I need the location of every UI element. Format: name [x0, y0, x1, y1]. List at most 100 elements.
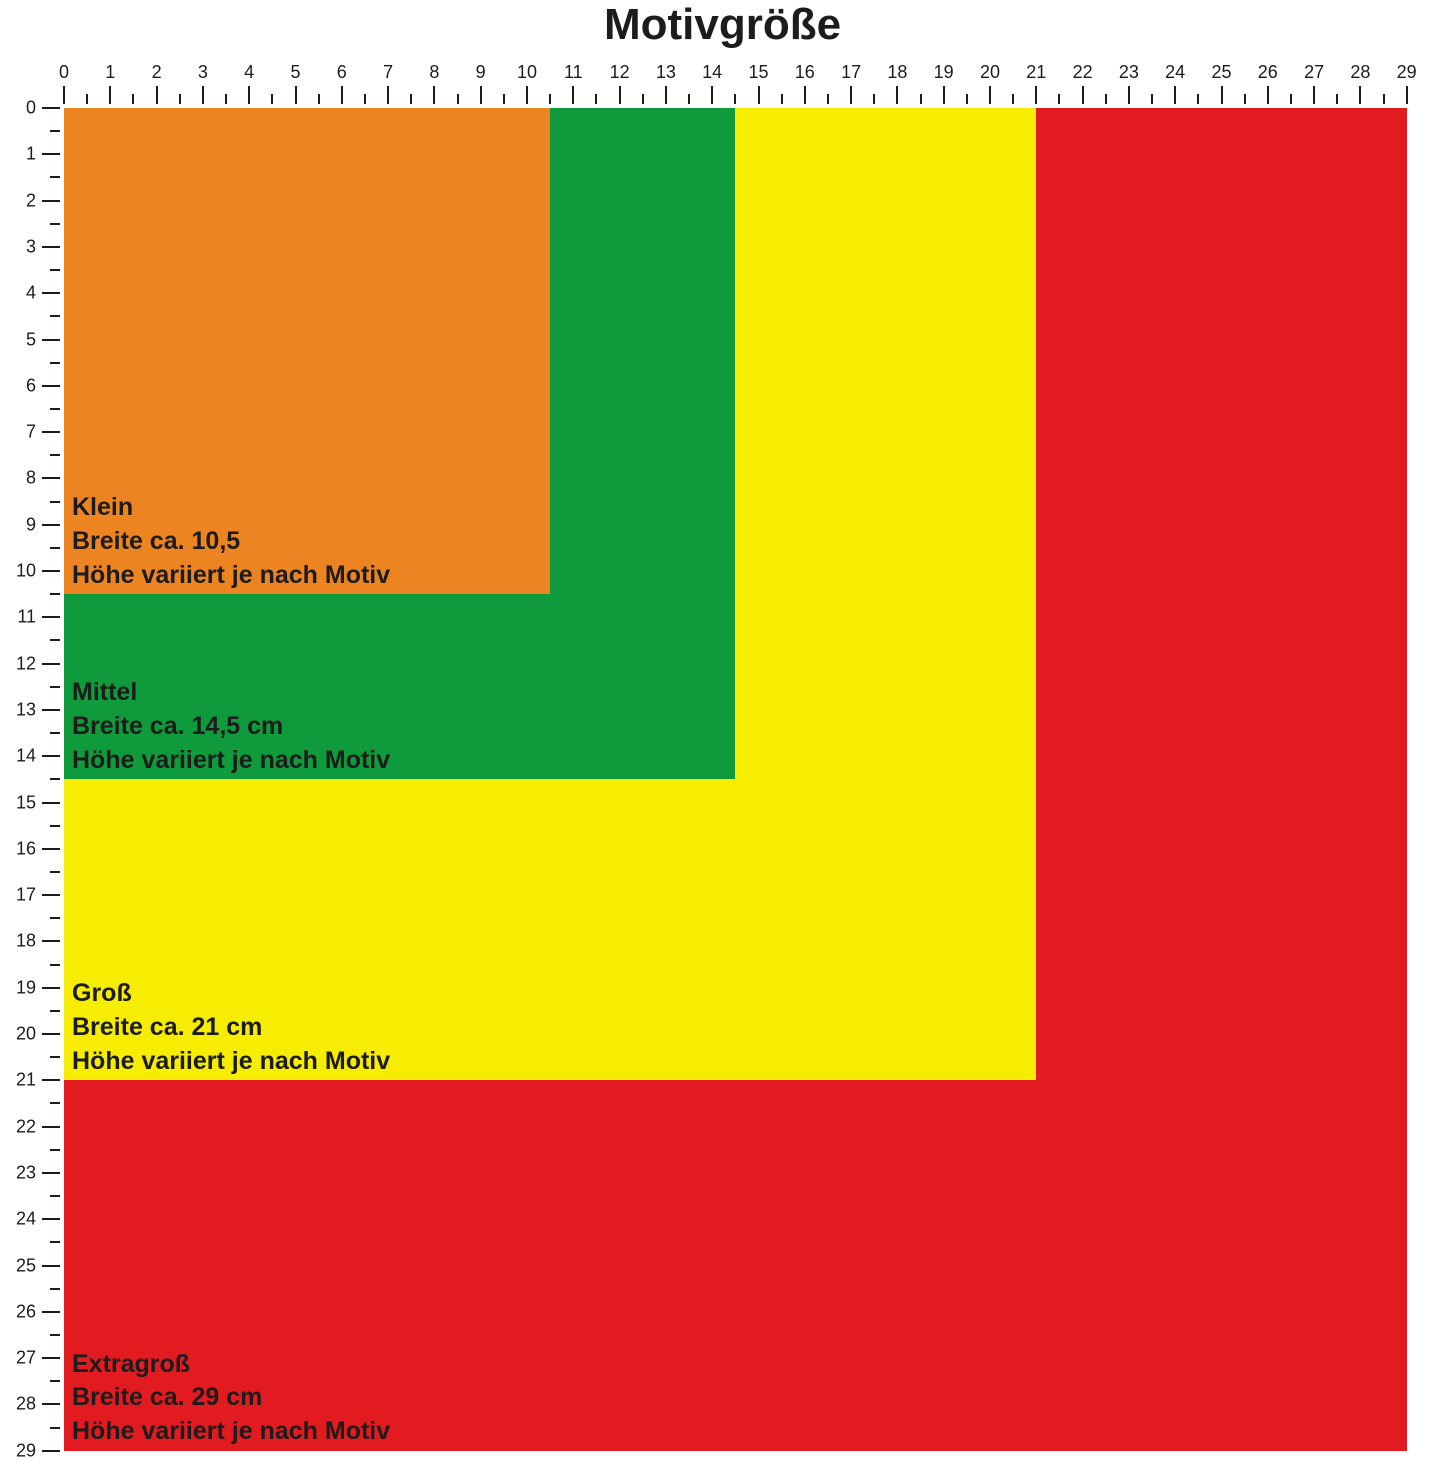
ruler-top-number: 1	[105, 62, 115, 83]
ruler-top-tick-major	[1313, 86, 1315, 104]
ruler-top-number: 13	[656, 62, 676, 83]
ruler-top-number: 25	[1211, 62, 1231, 83]
ruler-top-tick-minor	[1383, 94, 1385, 104]
ruler-top-tick-minor	[595, 94, 597, 104]
ruler-left-tick-major	[42, 292, 60, 294]
diagram-title: Motivgröße	[0, 0, 1445, 50]
size-label-height: Höhe variiert je nach Motiv	[72, 559, 546, 593]
ruler-top-tick-major	[1128, 86, 1130, 104]
ruler-top-number: 27	[1304, 62, 1324, 83]
ruler-top-tick-major	[758, 86, 760, 104]
ruler-left-tick-minor	[50, 315, 60, 317]
ruler-top-number: 24	[1165, 62, 1185, 83]
ruler-top-number: 14	[702, 62, 722, 83]
ruler-left-number: 14	[8, 746, 36, 767]
ruler-left-tick-minor	[50, 1380, 60, 1382]
ruler-top-number: 7	[383, 62, 393, 83]
ruler-top-tick-major	[1406, 86, 1408, 104]
ruler-top-tick-minor	[318, 94, 320, 104]
ruler-left-tick-major	[42, 802, 60, 804]
ruler-top-tick-major	[804, 86, 806, 104]
ruler-left-number: 16	[8, 838, 36, 859]
ruler-top-tick-minor	[688, 94, 690, 104]
ruler-left-tick-minor	[50, 964, 60, 966]
ruler-left-tick-major	[42, 894, 60, 896]
ruler-left-tick-minor	[50, 1241, 60, 1243]
ruler-top-tick-minor	[1058, 94, 1060, 104]
ruler-left-tick-minor	[50, 362, 60, 364]
ruler-top-tick-minor	[734, 94, 736, 104]
ruler-top-tick-minor	[271, 94, 273, 104]
ruler-left-number: 17	[8, 885, 36, 906]
plot-area: ExtragroßBreite ca. 29 cmHöhe variiert j…	[64, 108, 1407, 1451]
ruler-left-tick-minor	[50, 1334, 60, 1336]
ruler-top-tick-minor	[364, 94, 366, 104]
ruler-top-tick-minor	[1336, 94, 1338, 104]
ruler-left-tick-major	[42, 1403, 60, 1405]
ruler-left-number: 21	[8, 1070, 36, 1091]
ruler-left-tick-minor	[50, 408, 60, 410]
ruler-left-number: 25	[8, 1255, 36, 1276]
size-label-mittel: MittelBreite ca. 14,5 cmHöhe variiert je…	[72, 676, 731, 777]
ruler-left-number: 23	[8, 1162, 36, 1183]
size-label-height: Höhe variiert je nach Motiv	[72, 744, 731, 778]
ruler-left-tick-major	[42, 339, 60, 341]
ruler-top-tick-minor	[132, 94, 134, 104]
ruler-left-tick-minor	[50, 1288, 60, 1290]
ruler-top-tick-major	[63, 86, 65, 104]
size-label-gross: GroßBreite ca. 21 cmHöhe variiert je nac…	[72, 977, 1032, 1078]
size-label-width: Breite ca. 29 cm	[72, 1381, 1403, 1415]
ruler-top-tick-minor	[503, 94, 505, 104]
ruler-top-number: 21	[1026, 62, 1046, 83]
ruler-top-tick-major	[850, 86, 852, 104]
ruler-left-number: 7	[8, 422, 36, 443]
ruler-top-number: 18	[887, 62, 907, 83]
ruler-left-number: 28	[8, 1394, 36, 1415]
ruler-left-tick-minor	[50, 639, 60, 641]
ruler-top-number: 15	[748, 62, 768, 83]
ruler-left-number: 19	[8, 977, 36, 998]
ruler-left-number: 8	[8, 468, 36, 489]
ruler-top-number: 28	[1350, 62, 1370, 83]
ruler-top-tick-major	[526, 86, 528, 104]
ruler-top-tick-major	[1174, 86, 1176, 104]
ruler-left-tick-major	[42, 431, 60, 433]
size-label-width: Breite ca. 10,5	[72, 525, 546, 559]
ruler-left-tick-minor	[50, 871, 60, 873]
ruler-left-number: 6	[8, 375, 36, 396]
size-box-klein: KleinBreite ca. 10,5Höhe variiert je nac…	[64, 108, 550, 594]
ruler-top-number: 20	[980, 62, 1000, 83]
ruler-top-tick-minor	[1244, 94, 1246, 104]
ruler-left-tick-major	[42, 848, 60, 850]
ruler-left-number: 12	[8, 653, 36, 674]
ruler-left-number: 4	[8, 283, 36, 304]
ruler-left-tick-minor	[50, 778, 60, 780]
ruler-left-tick-minor	[50, 1427, 60, 1429]
ruler-left-tick-minor	[50, 917, 60, 919]
ruler-top-tick-minor	[457, 94, 459, 104]
ruler-top-number: 29	[1397, 62, 1417, 83]
ruler-top-number: 8	[429, 62, 439, 83]
ruler-left-number: 29	[8, 1440, 36, 1461]
ruler-left-number: 27	[8, 1348, 36, 1369]
ruler-top-tick-major	[989, 86, 991, 104]
ruler-top-number: 0	[59, 62, 69, 83]
size-label-extragross: ExtragroßBreite ca. 29 cmHöhe variiert j…	[72, 1348, 1403, 1449]
ruler-top-tick-major	[341, 86, 343, 104]
ruler-left-tick-major	[42, 200, 60, 202]
ruler-left-tick-major	[42, 385, 60, 387]
ruler-left-number: 10	[8, 561, 36, 582]
ruler-left-tick-major	[42, 1311, 60, 1313]
ruler-left-tick-major	[42, 1265, 60, 1267]
ruler-left-tick-major	[42, 1172, 60, 1174]
ruler-top-number: 17	[841, 62, 861, 83]
ruler-top-tick-major	[1221, 86, 1223, 104]
ruler-left-tick-major	[42, 940, 60, 942]
ruler-left-tick-minor	[50, 1102, 60, 1104]
ruler-top-tick-minor	[225, 94, 227, 104]
ruler-left-tick-minor	[50, 176, 60, 178]
ruler-top-tick-major	[295, 86, 297, 104]
ruler-left-tick-major	[42, 107, 60, 109]
ruler-top-tick-major	[248, 86, 250, 104]
ruler-top-tick-major	[896, 86, 898, 104]
